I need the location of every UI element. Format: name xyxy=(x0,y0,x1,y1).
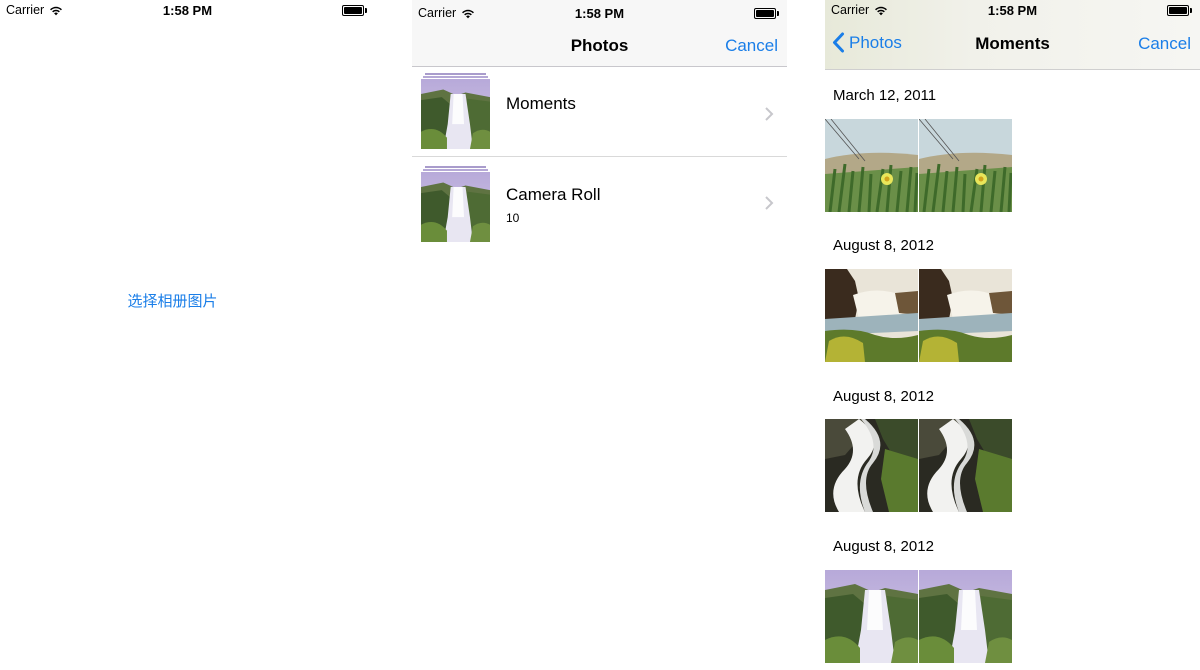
cancel-button[interactable]: Cancel xyxy=(725,36,778,56)
album-thumbnail xyxy=(421,166,490,242)
photo-row xyxy=(825,119,1013,212)
chevron-right-icon xyxy=(764,195,774,211)
photo-thumbnail[interactable] xyxy=(919,570,1012,663)
album-name: Moments xyxy=(506,94,576,114)
status-time: 1:58 PM xyxy=(0,3,375,18)
photo-thumbnail[interactable] xyxy=(919,419,1012,512)
album-count: 10 xyxy=(506,211,519,225)
photo-row xyxy=(825,269,1013,362)
moment-date: August 8, 2012 xyxy=(833,237,934,254)
status-bar: Carrier 1:58 PM xyxy=(412,3,787,23)
photo-thumbnail[interactable] xyxy=(825,570,918,663)
photo-thumbnail[interactable] xyxy=(825,419,918,512)
navigation-bar: Carrier 1:58 PM Photos Cancel xyxy=(412,0,787,67)
moment-date: August 8, 2012 xyxy=(833,538,934,555)
photo-thumbnail[interactable] xyxy=(825,119,918,212)
moment-date: March 12, 2011 xyxy=(833,87,936,104)
album-row-moments[interactable]: Moments xyxy=(412,68,787,157)
moment-date: August 8, 2012 xyxy=(833,388,934,405)
status-time: 1:58 PM xyxy=(412,6,787,21)
navigation-bar: Carrier 1:58 PM Photos Moments Cancel xyxy=(825,0,1200,70)
screen-home: Carrier 1:58 PM 选择相册图片 xyxy=(0,0,375,670)
album-row-camera-roll[interactable]: Camera Roll 10 xyxy=(412,157,787,246)
screen-moments: Carrier 1:58 PM Photos Moments Cancel Ma… xyxy=(825,0,1200,670)
status-bar: Carrier 1:58 PM xyxy=(825,0,1200,20)
battery-icon xyxy=(342,5,367,16)
photo-thumbnail[interactable] xyxy=(919,269,1012,362)
photo-thumbnail[interactable] xyxy=(919,119,1012,212)
album-name: Camera Roll xyxy=(506,185,600,205)
battery-icon xyxy=(754,8,779,19)
photo-row xyxy=(825,419,1013,512)
cancel-button[interactable]: Cancel xyxy=(1138,34,1191,54)
status-time: 1:58 PM xyxy=(825,3,1200,18)
status-bar: Carrier 1:58 PM xyxy=(0,0,375,20)
battery-icon xyxy=(1167,5,1192,16)
chevron-right-icon xyxy=(764,106,774,122)
album-thumbnail xyxy=(421,73,490,149)
pick-album-image-button[interactable]: 选择相册图片 xyxy=(0,290,375,311)
screen-photos-albums: Carrier 1:58 PM Photos Cancel Moments Ca… xyxy=(412,0,787,670)
photo-thumbnail[interactable] xyxy=(825,269,918,362)
photo-row xyxy=(825,570,1013,663)
